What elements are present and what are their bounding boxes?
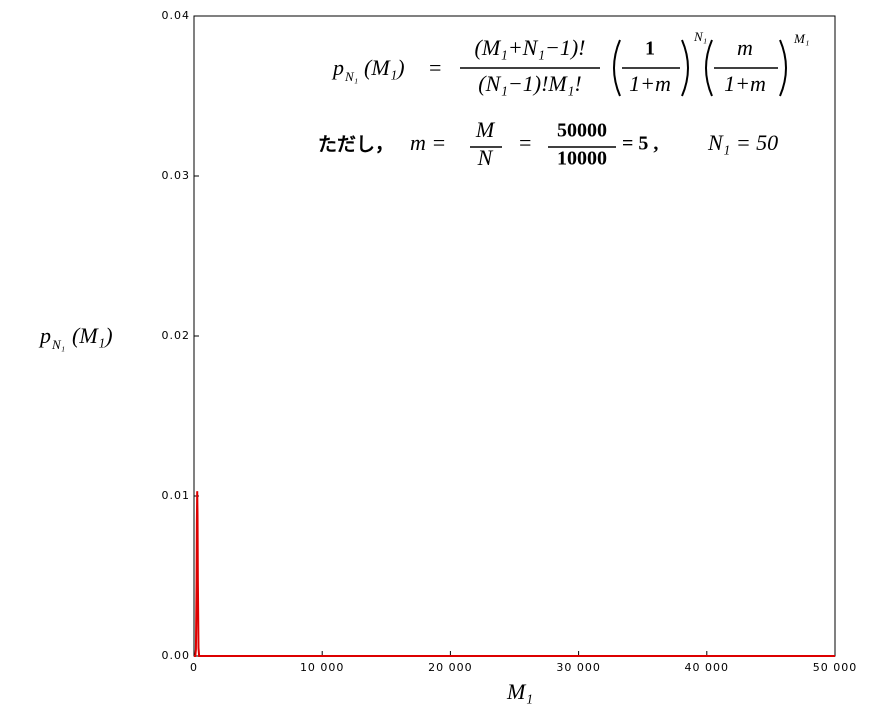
formula-denominator: (N₁−1)!M₁! (478, 71, 581, 96)
condition-den1: N (477, 145, 494, 170)
plot-frame (193, 15, 836, 657)
x-tick-label: 10 000 (300, 661, 345, 674)
condition-result: = 5 , (622, 133, 658, 155)
y-tick-label: 0.00 (162, 649, 191, 662)
condition-num2: 50000 (557, 120, 607, 142)
condition-m: m = (410, 130, 446, 155)
formula-argument: (M₁) (364, 55, 405, 80)
y-label-symbol: p (38, 323, 51, 348)
paren (681, 39, 689, 97)
condition-equals: = (518, 130, 533, 155)
y-label-subscript: N₁ (51, 337, 65, 352)
frac3-den: 1+m (724, 71, 766, 96)
y-tick-label: 0.03 (162, 169, 191, 182)
formula-numerator: (M₁+N₁−1)! (475, 35, 586, 60)
condition-den2: 10000 (557, 148, 607, 170)
frac3-exp: M₁ (793, 31, 809, 46)
paren (779, 39, 787, 97)
x-tick-label: 0 (190, 661, 198, 674)
data-line (194, 491, 835, 657)
frac2-den: 1+m (629, 71, 671, 96)
formula-symbol: p (331, 55, 344, 80)
x-tick-label: 50 000 (813, 661, 858, 674)
y-tick-label: 0.04 (162, 9, 191, 22)
x-tick-label: 20 000 (428, 661, 473, 674)
x-tick-label: 40 000 (685, 661, 730, 674)
paren (705, 39, 713, 97)
y-label-argument: (M₁) (72, 323, 113, 348)
frac2-num: 1 (645, 38, 655, 60)
formula-subscript: N₁ (344, 69, 358, 84)
y-tick-label: 0.02 (162, 329, 191, 342)
condition-n1: N₁ = 50 (707, 130, 778, 155)
annotations: p N₁ (M₁) = (M₁+N₁−1)! (N₁−1)!M₁! 1 1+m … (318, 29, 809, 170)
x-label: M₁ (506, 679, 533, 704)
y-tick-label: 0.01 (162, 489, 191, 502)
condition-num1: M (475, 117, 496, 142)
paren (613, 39, 621, 97)
frac3-num: m (737, 35, 753, 60)
formula-equals: = (428, 55, 443, 80)
x-tick-label: 30 000 (556, 661, 601, 674)
condition-prefix: ただし， (318, 134, 394, 156)
frac2-exp: N₁ (693, 29, 707, 44)
